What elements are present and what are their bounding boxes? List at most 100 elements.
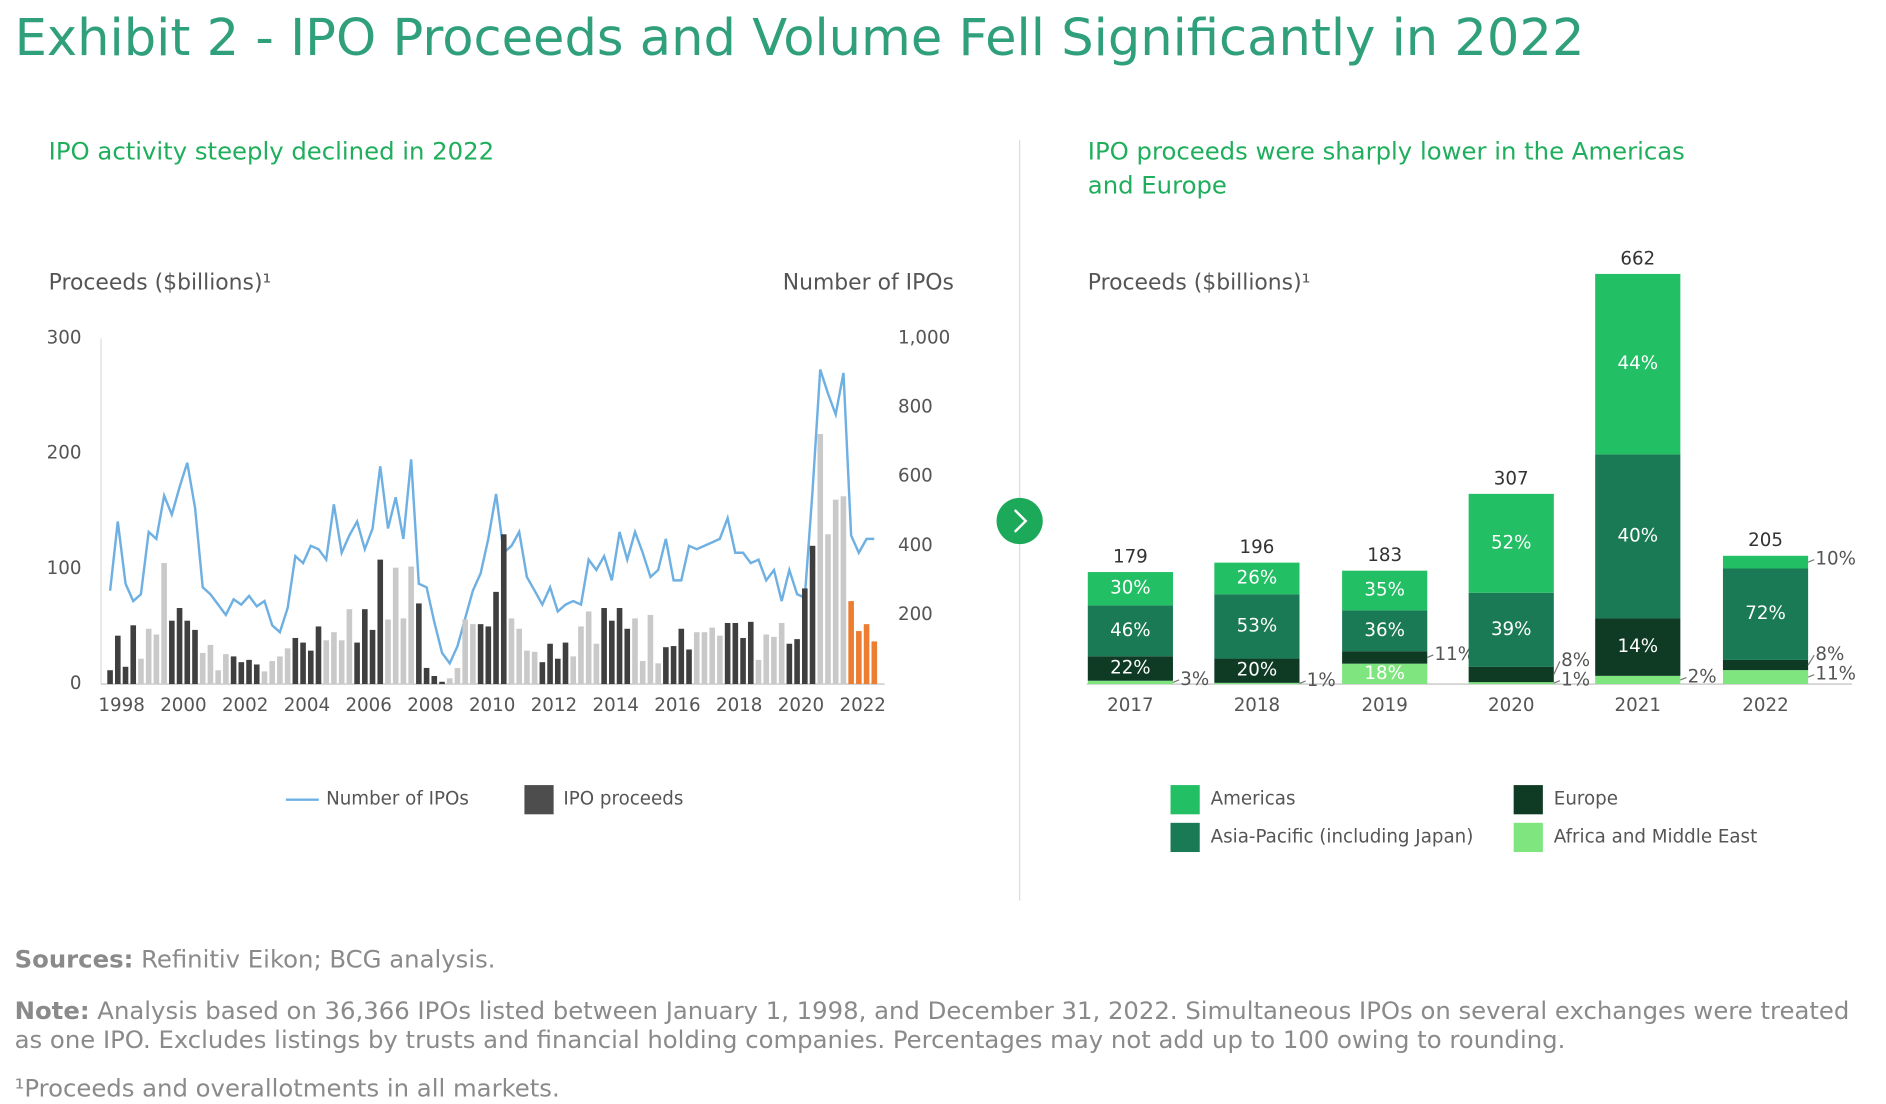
bar (670, 646, 677, 685)
arrow-icon (996, 497, 1043, 545)
x-tick-label: 2004 (284, 695, 330, 716)
bar (500, 534, 507, 685)
data-label: 44% (1617, 353, 1658, 374)
data-label: 14% (1617, 636, 1658, 657)
bar (462, 619, 468, 685)
bar (392, 567, 399, 685)
bar (863, 624, 870, 685)
data-label: 26% (1237, 567, 1278, 588)
bar (871, 641, 878, 685)
data-label: 39% (1491, 619, 1532, 640)
data-label: 46% (1110, 620, 1151, 641)
bar (454, 667, 461, 685)
bar (732, 622, 739, 685)
bar (307, 650, 314, 685)
y2-tick-label: 1,000 (898, 327, 950, 348)
x-tick-label: 2008 (407, 695, 453, 716)
sources: Sources: Refinitiv Eikon; BCG analysis. (15, 945, 1883, 974)
bar (717, 635, 723, 685)
bar (261, 671, 268, 685)
legend-label: Number of IPOs (326, 789, 469, 810)
bar-segment (1214, 658, 1300, 683)
bar (284, 648, 291, 685)
bar (485, 626, 492, 685)
bar-segment (1468, 493, 1554, 593)
bar (238, 662, 245, 685)
data-label: 35% (1364, 580, 1405, 601)
bar-segment (1595, 675, 1681, 685)
y2-tick-label: 800 (898, 397, 933, 418)
x-tick-label: 2018 (1234, 695, 1280, 716)
bar (161, 563, 167, 685)
bar (122, 666, 129, 685)
bar (809, 545, 816, 685)
bar-segment (1214, 594, 1300, 659)
bar (508, 618, 515, 685)
legend-label: Americas (1211, 789, 1296, 810)
note: Note: Analysis based on 36,366 IPOs list… (15, 996, 1883, 1054)
bar (385, 619, 391, 685)
footnote: ¹Proceeds and overallotments in all mark… (14, 1073, 560, 1103)
data-label: 30% (1110, 578, 1151, 599)
bar (253, 664, 260, 685)
bar (840, 496, 847, 685)
total-label: 662 (1620, 248, 1655, 269)
bar-segment (1087, 605, 1173, 657)
bar (400, 618, 407, 685)
x-tick-label: 2016 (654, 695, 700, 716)
bar (554, 658, 561, 685)
bar (678, 628, 685, 685)
bar-segment (1468, 592, 1554, 667)
note-text: Analysis based on 36,366 IPOs listed bet… (14, 995, 1850, 1055)
total-label: 183 (1367, 545, 1402, 566)
bar (199, 652, 206, 685)
data-label: 18% (1364, 663, 1405, 684)
bar (176, 608, 183, 685)
bar (315, 626, 322, 685)
bar (446, 678, 453, 685)
bar (354, 642, 360, 685)
bar (794, 639, 800, 685)
bar (431, 676, 438, 685)
bar (701, 632, 708, 685)
x-tick-label: 2002 (222, 695, 268, 716)
data-label: 1% (1307, 670, 1336, 691)
bar (539, 662, 546, 685)
bar-segment (1087, 572, 1173, 606)
bar-segment (1595, 273, 1681, 455)
y-axis-title: Proceeds ($billions)¹ (49, 271, 272, 296)
legend-label: IPO proceeds (563, 789, 683, 810)
bar (724, 622, 731, 685)
bar-segment (1342, 651, 1428, 664)
bar (408, 566, 414, 685)
bar (609, 620, 615, 685)
x-tick-label: 1998 (98, 695, 144, 716)
data-label: 40% (1617, 525, 1658, 546)
bar (138, 658, 144, 685)
bar (362, 609, 368, 685)
bar (292, 637, 299, 685)
x-tick-label: 2018 (716, 695, 762, 716)
x-tick-label: 2021 (1615, 695, 1661, 716)
bar (207, 644, 214, 685)
label-leader (1807, 674, 1815, 678)
data-label: 36% (1364, 620, 1405, 641)
legend-swatch (1170, 822, 1200, 853)
bar (747, 621, 754, 685)
bar (639, 661, 646, 685)
bar (755, 659, 762, 685)
bar (107, 670, 113, 685)
label-leader (1427, 654, 1434, 658)
bar (223, 654, 229, 685)
label-leader (1807, 559, 1815, 563)
bar (825, 534, 831, 685)
bar (516, 628, 522, 685)
total-label: 179 (1113, 546, 1148, 567)
bar (593, 643, 600, 685)
bar-segment (1722, 555, 1809, 569)
bar-segment (1087, 656, 1173, 681)
bar (192, 629, 198, 685)
y2-tick-label: 600 (898, 466, 933, 487)
bar (709, 627, 715, 685)
